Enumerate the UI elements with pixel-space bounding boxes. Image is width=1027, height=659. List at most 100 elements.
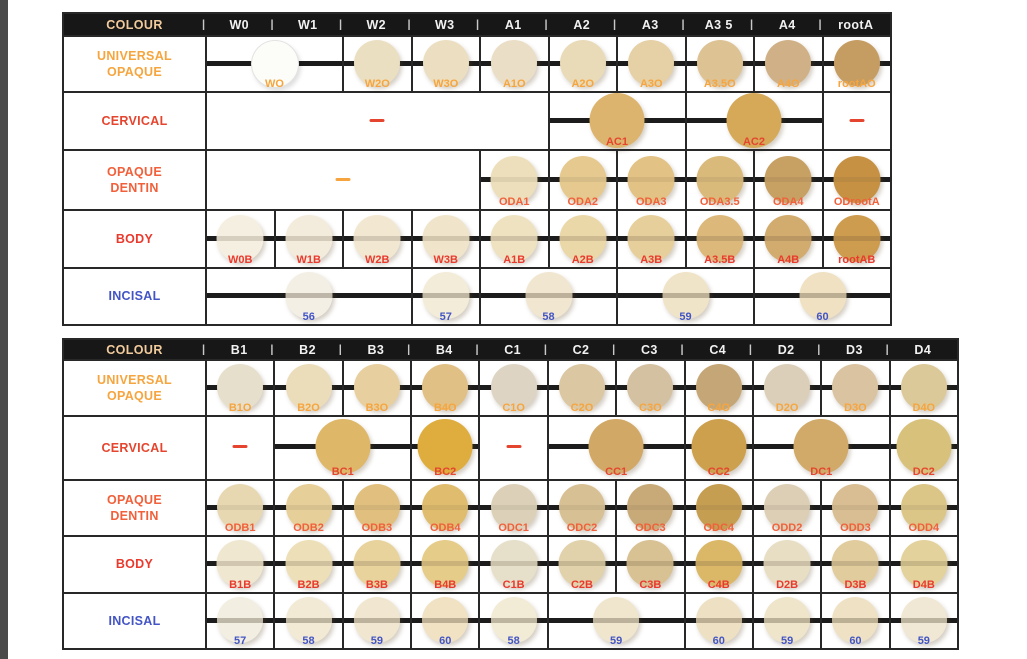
header-cell-c3: | C3 [612,340,684,359]
shade-swatch-label: ODB1 [224,522,256,534]
shade-cell: W1B [273,209,342,267]
shade-cell: AC2 [684,91,822,149]
shade-cell: 56 [205,267,411,324]
shade-swatch-label: 57 [234,635,247,647]
shade-swatch-label: A4B [777,254,800,266]
shade-swatch-60 [832,597,879,643]
shade-swatch-59 [593,597,640,643]
shade-swatch-label: rootAB [838,254,876,266]
header-separator: | [544,18,548,30]
translucency-band [490,504,537,510]
translucency-band [696,235,744,241]
shade-cell: D4O [888,359,957,415]
shade-swatch-label: ODC1 [498,522,529,534]
row-label-universal-opaque: UNIVERSAL OPAQUE [64,359,205,415]
header-cell-w2: | W2 [339,14,411,35]
translucency-band [285,504,332,510]
shade-swatch-58 [285,597,332,643]
shade-swatch-ac2 [726,92,782,148]
column-header-label: C3 [640,342,658,357]
row-label-cervical: CERVICAL [64,91,205,149]
no-shade-dash [232,445,248,448]
shade-swatch-odb4 [422,484,469,530]
shade-cell: A1B [479,209,548,267]
header-separator: | [202,343,206,355]
shade-swatch-label: ODB3 [361,522,393,534]
shade-swatch-label: A4O [776,78,800,90]
shade-swatch-w1b [285,214,333,262]
header-cell-a1: | A1 [476,14,548,35]
no-shade-dash [849,119,865,122]
header-separator: | [817,343,821,355]
shade-swatch-d2o [764,364,811,410]
row-label-text: INCISAL [108,613,161,628]
shade-swatch-w3b [422,214,470,262]
shade-cell: DC1 [751,415,889,479]
header-cell-c1: | C1 [475,340,547,359]
translucency-band [559,176,607,182]
header-cell-c2: | C2 [544,340,616,359]
shade-swatch-label: D3B [844,579,867,591]
shade-cell: A3.5O [684,35,753,91]
translucency-band [353,504,400,510]
header-cell-w3: | W3 [408,14,479,35]
shade-swatch-oda2 [559,155,607,203]
shade-cell: C4O [683,359,752,415]
header-separator: | [476,18,480,30]
shade-cell [821,91,890,149]
shade-swatch-59 [764,597,811,643]
translucency-band [627,235,675,241]
shade-cell: A4O [753,35,822,91]
header-cell-a4: | A4 [750,14,822,35]
row-label-text: OPAQUE DENTIN [106,492,163,523]
header-cell-d4: | D4 [886,340,957,359]
shade-swatch-label: ODA2 [567,196,599,208]
shade-swatch-rootao [833,40,880,86]
shade-cell: ODB2 [273,479,342,535]
header-separator: | [202,18,206,30]
translucency-band [490,176,538,182]
header-separator: | [270,343,274,355]
shade-swatch-label: C1B [502,579,525,591]
shade-swatch-c2o [558,364,605,410]
header-cell-roota: | rootA [819,14,890,35]
translucency-band [285,560,333,566]
shade-swatch-label: ODA1 [498,196,530,208]
shade-cell: A3.5B [684,209,753,267]
shade-swatch-58 [490,597,537,643]
column-header-label: W1 [297,17,318,32]
shade-swatch-label: A1B [503,254,526,266]
shade-swatch-oda1 [490,155,538,203]
column-header-label: B3 [367,342,385,357]
shade-cell: ODC1 [478,479,547,535]
shade-swatch-label: W3O [433,78,459,90]
translucency-band [216,560,264,566]
shade-swatch-bc1 [315,418,371,474]
shade-swatch-label: ODC4 [703,522,734,534]
shade-swatch-label: B2O [297,402,320,414]
shade-swatch-label: A3B [640,254,663,266]
row-label-cervical: CERVICAL [64,415,205,479]
shade-swatch-56 [285,271,333,319]
shade-swatch-label: 59 [610,635,623,647]
header-cell-w1: | W1 [271,14,342,35]
shade-swatch-label: D3O [844,402,867,414]
column-header-label: B1 [230,342,248,357]
translucency-band [421,560,469,566]
shade-swatch-label: 59 [679,311,692,323]
shade-cell: ODD4 [888,479,957,535]
header-separator: | [613,18,617,30]
header-cell-a3-5: | A3 5 [682,14,753,35]
shade-cell: ODD3 [820,479,889,535]
shade-cell: 59 [341,592,411,648]
shade-cell: D2B [751,535,821,592]
shade-cell: A3B [616,209,685,267]
column-header-label: D3 [846,342,863,357]
shade-swatch-odd3 [832,484,879,530]
shade-swatch-rootab [833,214,881,262]
shade-swatch-label: 59 [917,635,930,647]
shade-swatch-label: 60 [816,311,829,323]
translucency-band [832,617,879,623]
shade-swatch-label: ODC2 [566,522,598,534]
shade-cell: W3O [410,35,479,91]
